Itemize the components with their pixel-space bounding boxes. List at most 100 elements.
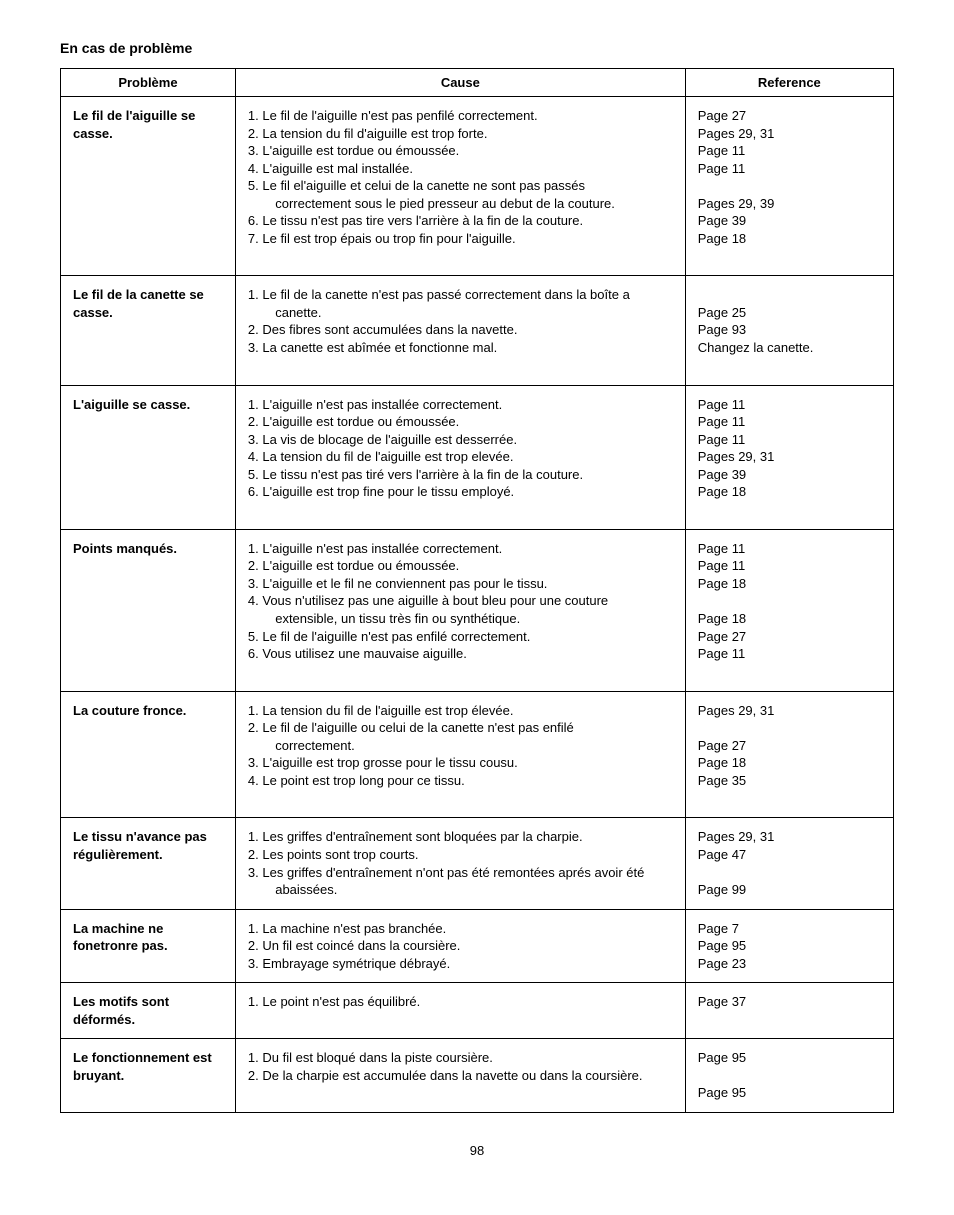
reference-line: Page 23 (698, 955, 881, 973)
page-number: 98 (60, 1143, 894, 1158)
cause-cell: 1. La tension du fil de l'aiguille est t… (235, 691, 685, 818)
cause-line: 3. L'aiguille est trop grosse pour le ti… (248, 754, 673, 772)
col-header-problem: Problème (61, 69, 236, 97)
reference-line: Pages 29, 31 (698, 828, 881, 846)
problem-cell: Les motifs sont déformés. (61, 983, 236, 1039)
reference-line: Page 11 (698, 160, 881, 178)
reference-cell: Page 27Pages 29, 31Page 11Page 11 Pages … (685, 97, 893, 276)
table-row: La couture fronce.1. La tension du fil d… (61, 691, 894, 818)
cause-line: 7. Le fil est trop épais ou trop fin pou… (248, 230, 673, 248)
cause-line: canette. (248, 304, 673, 322)
cause-line: 2. De la charpie est accumulée dans la n… (248, 1067, 673, 1085)
reference-line: Page 18 (698, 754, 881, 772)
table-row: L'aiguille se casse.1. L'aiguille n'est … (61, 385, 894, 529)
reference-line: Page 7 (698, 920, 881, 938)
cause-line: 6. Le tissu n'est pas tire vers l'arrièr… (248, 212, 673, 230)
cause-line: 6. Vous utilisez une mauvaise aiguille. (248, 645, 673, 663)
cause-cell: 1. L'aiguille n'est pas installée correc… (235, 385, 685, 529)
cause-line: 1. L'aiguille n'est pas installée correc… (248, 396, 673, 414)
reference-cell: Pages 29, 31 Page 27Page 18Page 35 (685, 691, 893, 818)
reference-line: Page 37 (698, 993, 881, 1011)
cause-cell: 1. Le fil de l'aiguille n'est pas penfil… (235, 97, 685, 276)
reference-line: Page 39 (698, 466, 881, 484)
cause-line: 1. L'aiguille n'est pas installée correc… (248, 540, 673, 558)
cause-line: 2. La tension du fil d'aiguille est trop… (248, 125, 673, 143)
cause-line: 2. Les points sont trop courts. (248, 846, 673, 864)
reference-line: Page 27 (698, 107, 881, 125)
cause-line: 2. L'aiguille est tordue ou émoussée. (248, 413, 673, 431)
cause-cell: 1. L'aiguille n'est pas installée correc… (235, 529, 685, 691)
reference-cell: Page 37 (685, 983, 893, 1039)
reference-line: Page 35 (698, 772, 881, 790)
cause-line: 2. L'aiguille est tordue ou émoussée. (248, 557, 673, 575)
cause-cell: 1. La machine n'est pas branchée.2. Un f… (235, 909, 685, 983)
reference-cell: Page 11Page 11Page 18 Page 18Page 27Page… (685, 529, 893, 691)
reference-line: Page 18 (698, 230, 881, 248)
cause-cell: 1. Le point n'est pas équilibré. (235, 983, 685, 1039)
cause-cell: 1. Du fil est bloqué dans la piste cours… (235, 1039, 685, 1113)
cause-line: abaissées. (248, 881, 673, 899)
reference-line: Page 39 (698, 212, 881, 230)
cause-line: 1. Les griffes d'entraînement sont bloqu… (248, 828, 673, 846)
reference-line: Pages 29, 31 (698, 125, 881, 143)
problem-cell: Le fil de l'aiguille se casse. (61, 97, 236, 276)
reference-line (698, 177, 881, 195)
col-header-reference: Reference (685, 69, 893, 97)
reference-line: Page 27 (698, 737, 881, 755)
reference-line: Changez la canette. (698, 339, 881, 357)
cause-line: extensible, un tissu très fin ou synthét… (248, 610, 673, 628)
table-header-row: Problème Cause Reference (61, 69, 894, 97)
problem-cell: Points manqués. (61, 529, 236, 691)
reference-line: Page 11 (698, 431, 881, 449)
cause-cell: 1. Le fil de la canette n'est pas passé … (235, 276, 685, 385)
reference-line (698, 592, 881, 610)
cause-line: 4. La tension du fil de l'aiguille est t… (248, 448, 673, 466)
cause-line: 2. Des fibres sont accumulées dans la na… (248, 321, 673, 339)
cause-line: 1. La tension du fil de l'aiguille est t… (248, 702, 673, 720)
cause-line: 5. Le fil de l'aiguille n'est pas enfilé… (248, 628, 673, 646)
cause-line: correctement. (248, 737, 673, 755)
cause-line: 4. Le point est trop long pour ce tissu. (248, 772, 673, 790)
reference-cell: Page 25Page 93Changez la canette. (685, 276, 893, 385)
reference-line: Pages 29, 31 (698, 448, 881, 466)
troubleshoot-table: Problème Cause Reference Le fil de l'aig… (60, 68, 894, 1113)
reference-cell: Page 7Page 95Page 23 (685, 909, 893, 983)
reference-line: Page 11 (698, 540, 881, 558)
cause-line: 2. Un fil est coincé dans la coursière. (248, 937, 673, 955)
cause-line: 3. La canette est abîmée et fonctionne m… (248, 339, 673, 357)
reference-line: Page 11 (698, 645, 881, 663)
reference-line: Page 95 (698, 1084, 881, 1102)
table-row: La machine ne fonetronre pas.1. La machi… (61, 909, 894, 983)
cause-line: 3. La vis de blocage de l'aiguille est d… (248, 431, 673, 449)
cause-line: 1. La machine n'est pas branchée. (248, 920, 673, 938)
problem-cell: Le fonctionnement est bruyant. (61, 1039, 236, 1113)
reference-line (698, 719, 881, 737)
reference-line: Page 95 (698, 937, 881, 955)
reference-line: Page 95 (698, 1049, 881, 1067)
reference-line (698, 864, 881, 882)
cause-line: 1. Le point n'est pas équilibré. (248, 993, 673, 1011)
problem-cell: Le tissu n'avance pas régulièrement. (61, 818, 236, 909)
cause-line: 1. Le fil de la canette n'est pas passé … (248, 286, 673, 304)
reference-line (698, 286, 881, 304)
table-row: Le fil de la canette se casse. 1. Le fil … (61, 276, 894, 385)
reference-line: Page 11 (698, 396, 881, 414)
cause-line: 4. L'aiguille est mal installée. (248, 160, 673, 178)
reference-line (698, 1067, 881, 1085)
reference-line: Page 27 (698, 628, 881, 646)
reference-line: Page 18 (698, 610, 881, 628)
reference-cell: Page 95 Page 95 (685, 1039, 893, 1113)
cause-line: 1. Du fil est bloqué dans la piste cours… (248, 1049, 673, 1067)
reference-line: Pages 29, 39 (698, 195, 881, 213)
cause-line: 3. L'aiguille est tordue ou émoussée. (248, 142, 673, 160)
problem-cell: La machine ne fonetronre pas. (61, 909, 236, 983)
reference-line: Page 11 (698, 413, 881, 431)
cause-line: 1. Le fil de l'aiguille n'est pas penfil… (248, 107, 673, 125)
cause-line: 5. Le tissu n'est pas tiré vers l'arrièr… (248, 466, 673, 484)
table-row: Les motifs sont déformés. 1. Le point n'e… (61, 983, 894, 1039)
cause-line: 3. L'aiguille et le fil ne conviennent p… (248, 575, 673, 593)
cause-line: 4. Vous n'utilisez pas une aiguille à bo… (248, 592, 673, 610)
reference-cell: Pages 29, 31Page 47 Page 99 (685, 818, 893, 909)
reference-cell: Page 11Page 11Page 11Pages 29, 31Page 39… (685, 385, 893, 529)
problem-cell: Le fil de la canette se casse. (61, 276, 236, 385)
